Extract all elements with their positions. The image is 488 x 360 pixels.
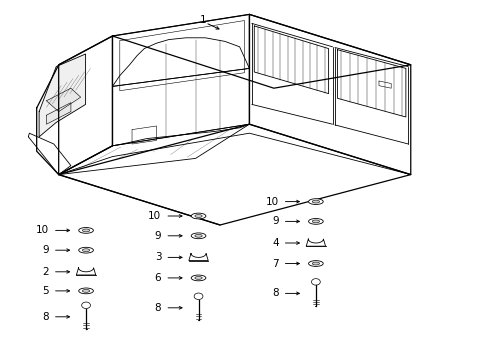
Polygon shape [112, 68, 249, 146]
Circle shape [81, 302, 90, 309]
Text: 9: 9 [271, 216, 278, 226]
Polygon shape [76, 268, 96, 275]
Ellipse shape [82, 229, 90, 232]
Text: 2: 2 [42, 267, 49, 277]
Circle shape [311, 279, 320, 285]
Ellipse shape [308, 199, 323, 204]
Polygon shape [112, 14, 249, 86]
Ellipse shape [79, 228, 93, 233]
Ellipse shape [191, 213, 205, 219]
Ellipse shape [311, 220, 319, 223]
Polygon shape [37, 36, 112, 175]
Ellipse shape [311, 262, 319, 265]
Text: 10: 10 [36, 225, 49, 235]
Text: 9: 9 [42, 245, 49, 255]
Text: 10: 10 [148, 211, 161, 221]
Polygon shape [305, 239, 325, 246]
Ellipse shape [191, 275, 205, 281]
Polygon shape [46, 88, 81, 112]
Polygon shape [46, 103, 71, 124]
Text: 1: 1 [199, 15, 206, 25]
Text: 10: 10 [265, 197, 278, 207]
Ellipse shape [79, 288, 93, 294]
Text: 4: 4 [271, 238, 278, 248]
Polygon shape [39, 54, 85, 137]
Ellipse shape [82, 289, 90, 292]
Text: 8: 8 [154, 303, 161, 313]
Text: 7: 7 [271, 258, 278, 269]
Polygon shape [188, 253, 208, 261]
Ellipse shape [308, 219, 323, 224]
Polygon shape [59, 36, 112, 175]
Polygon shape [28, 133, 71, 175]
Text: 8: 8 [42, 312, 49, 322]
Polygon shape [59, 124, 249, 175]
Polygon shape [249, 14, 410, 175]
Text: 5: 5 [42, 286, 49, 296]
Ellipse shape [308, 261, 323, 266]
Ellipse shape [311, 200, 319, 203]
Polygon shape [59, 124, 410, 225]
Ellipse shape [194, 234, 202, 237]
Polygon shape [112, 14, 410, 88]
Circle shape [194, 293, 203, 300]
Polygon shape [337, 50, 405, 117]
Text: 3: 3 [154, 252, 161, 262]
Polygon shape [254, 26, 328, 94]
Ellipse shape [194, 215, 202, 217]
Ellipse shape [82, 249, 90, 252]
Text: 9: 9 [154, 231, 161, 241]
Ellipse shape [194, 276, 202, 279]
Text: 6: 6 [154, 273, 161, 283]
Ellipse shape [79, 247, 93, 253]
Ellipse shape [191, 233, 205, 239]
Text: 8: 8 [271, 288, 278, 298]
